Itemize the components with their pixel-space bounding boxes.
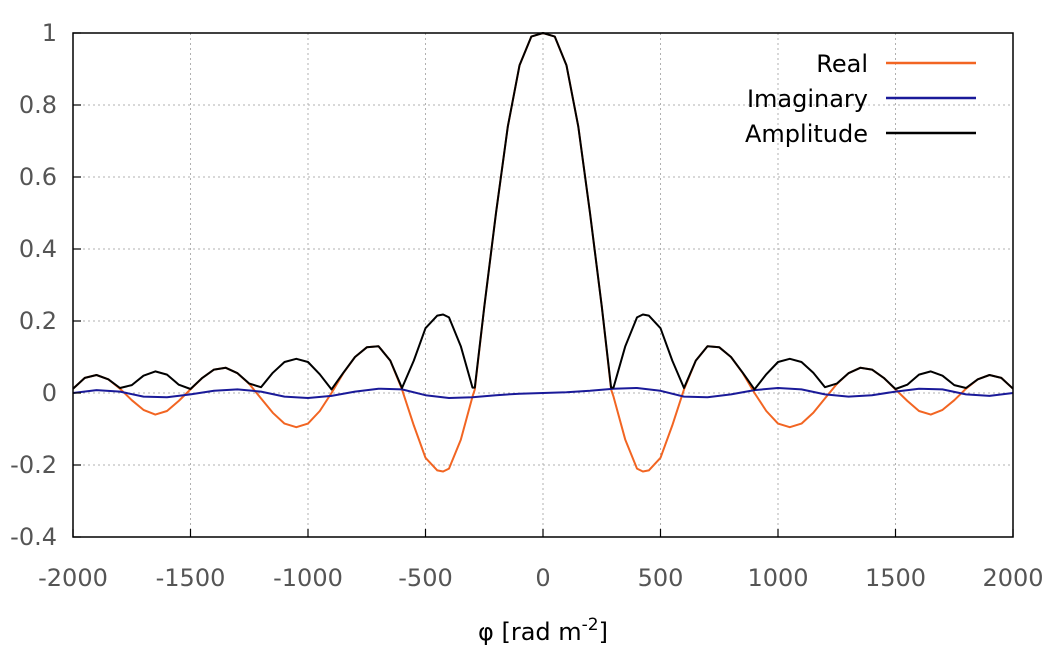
series-line-amplitude [72,32,1014,391]
x-axis-label-exponent: -2 [582,615,599,635]
y-axis-ticks: -0.4 -0.2 0 0.2 0.4 0.6 0.8 1 [10,19,81,551]
x-tick-label: 2000 [982,564,1043,592]
legend-label-amplitude: Amplitude [745,120,868,148]
y-tick-label: 0 [42,379,57,407]
x-tick-label: -2000 [38,564,108,592]
x-tick-label: 0 [535,564,550,592]
x-axis-label-base: φ [rad m [478,618,582,646]
x-axis-label: φ [rad m-2] [478,615,608,646]
legend-label-imaginary: Imaginary [747,85,868,113]
series-line-imaginary [72,387,1014,399]
x-axis-ticks: -2000 -1500 -1000 -500 0 500 1000 1500 2000 [38,529,1044,592]
x-tick-label: -500 [398,564,452,592]
y-tick-label: 0.4 [19,235,57,263]
x-tick-label: 1500 [865,564,926,592]
x-tick-label: 500 [638,564,684,592]
x-tick-label: -1000 [273,564,343,592]
legend-label-real: Real [816,50,868,78]
y-tick-label: 1 [42,19,57,47]
x-tick-label: -1500 [156,564,226,592]
y-tick-label: 0.6 [19,163,57,191]
x-tick-label: 1000 [747,564,808,592]
legend: Real Imaginary Amplitude [745,50,976,148]
y-tick-label: 0.2 [19,307,57,335]
x-axis-label-close: ] [599,618,608,646]
grid [72,32,1014,538]
y-tick-label: -0.4 [10,523,57,551]
y-tick-label: 0.8 [19,91,57,119]
y-tick-label: -0.2 [10,451,57,479]
